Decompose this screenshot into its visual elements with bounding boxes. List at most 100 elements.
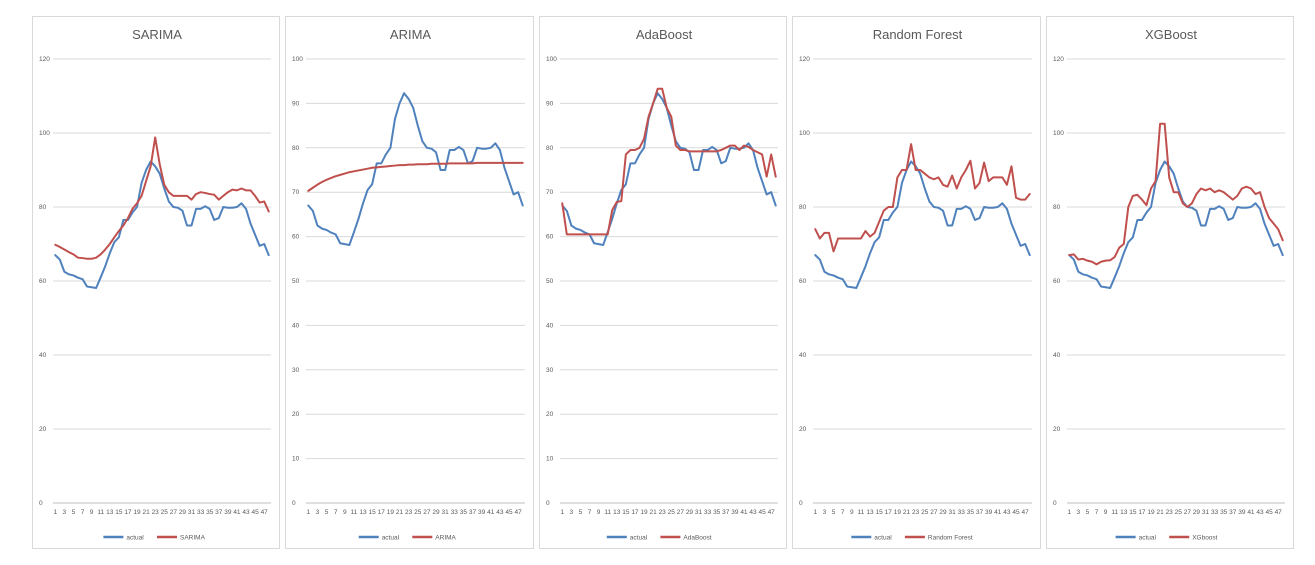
x-tick-label: 41 [1247, 509, 1255, 516]
x-tick-label: 19 [133, 509, 141, 516]
x-tick-label: 27 [423, 509, 431, 516]
series-line-actual [814, 160, 1031, 290]
series-line-actual [1068, 160, 1284, 290]
chart-panel-xgboost: XGBoost 0 20 40 60 80 100 120 1 3 5 7 9 11 13 15 17 19 21 2… [1046, 16, 1294, 549]
legend-label: actual [1139, 535, 1157, 542]
x-tick-label: 29 [432, 509, 440, 516]
y-tick-label: 40 [1053, 352, 1061, 359]
x-tick-label: 1 [306, 509, 310, 516]
x-tick-label: 29 [1193, 509, 1201, 516]
legend: actual Random Forest [851, 535, 973, 542]
y-tick-label: 70 [292, 189, 300, 196]
x-tick-label: 23 [659, 509, 667, 516]
x-tick-label: 11 [351, 509, 358, 516]
y-tick-label: 20 [799, 426, 807, 433]
y-tick-label: 10 [546, 456, 554, 463]
series-line-actual [54, 160, 270, 290]
x-tick-label: 13 [866, 509, 874, 516]
x-tick-label: 21 [1156, 509, 1164, 516]
x-tick-label: 3 [1077, 509, 1081, 516]
x-tick-label: 27 [677, 509, 685, 516]
y-tick-label: 0 [39, 500, 43, 507]
x-tick-label: 23 [912, 509, 920, 516]
x-tick-label: 17 [378, 509, 386, 516]
x-tick-label: 25 [668, 509, 676, 516]
y-tick-label: 80 [1053, 204, 1061, 211]
x-tick-label: 19 [1147, 509, 1155, 516]
x-tick-label: 39 [731, 509, 739, 516]
x-tick-label: 19 [640, 509, 648, 516]
legend-label: AdaBoost [683, 535, 711, 542]
x-tick-label: 5 [579, 509, 583, 516]
chart-panel-adaboost: AdaBoost 0 10 20 30 40 50 60 70 80 90 100 1 3 5 7 9 11 13 1… [539, 16, 787, 549]
y-tick-label: 100 [39, 130, 50, 137]
x-tick-label: 21 [649, 509, 657, 516]
y-tick-label: 0 [799, 500, 803, 507]
series-line-sarima [54, 136, 270, 260]
x-tick-label: 21 [396, 509, 404, 516]
y-tick-label: 20 [292, 411, 300, 418]
y-tick-label: 100 [546, 56, 557, 63]
x-tick-label: 1 [560, 509, 564, 516]
x-tick-label: 3 [63, 509, 67, 516]
x-tick-label: 45 [1012, 509, 1020, 516]
x-tick-label: 27 [1184, 509, 1192, 516]
y-tick-label: 50 [292, 278, 300, 285]
x-tick-label: 13 [359, 509, 367, 516]
x-tick-label: 37 [722, 509, 730, 516]
x-tick-label: 33 [1211, 509, 1219, 516]
x-tick-label: 41 [233, 509, 241, 516]
x-tick-label: 29 [686, 509, 694, 516]
x-tick-label: 39 [224, 509, 232, 516]
x-tick-label: 1 [1067, 509, 1071, 516]
chart-panel-arima: ARIMA 0 10 20 30 40 50 60 70 80 90 100 1 3 5 7 9 11 13 15 17… [285, 16, 534, 549]
x-tick-label: 11 [604, 509, 611, 516]
x-tick-label: 29 [179, 509, 187, 516]
x-tick-label: 9 [850, 509, 854, 516]
x-tick-label: 7 [841, 509, 845, 516]
x-tick-label: 41 [487, 509, 495, 516]
x-tick-label: 9 [343, 509, 347, 516]
x-tick-label: 17 [631, 509, 639, 516]
y-tick-label: 20 [546, 411, 554, 418]
y-tick-label: 40 [292, 322, 300, 329]
x-tick-label: 27 [930, 509, 938, 516]
y-tick-label: 60 [546, 234, 554, 241]
x-tick-label: 47 [1022, 509, 1030, 516]
x-tick-label: 45 [251, 509, 259, 516]
x-tick-label: 31 [188, 509, 196, 516]
y-tick-label: 60 [292, 234, 300, 241]
chart-panel-sarima: SARIMA 0 20 40 60 80 100 120 1 3 5 7 9 11 13 15 17 19 21 23… [32, 16, 280, 549]
x-tick-label: 45 [1265, 509, 1273, 516]
y-tick-label: 80 [292, 145, 300, 152]
x-tick-label: 15 [115, 509, 123, 516]
x-tick-label: 11 [858, 509, 865, 516]
x-tick-label: 47 [768, 509, 776, 516]
y-tick-label: 90 [292, 100, 300, 107]
x-tick-label: 15 [1129, 509, 1137, 516]
x-tick-label: 35 [1220, 509, 1228, 516]
y-tick-label: 90 [546, 100, 554, 107]
x-tick-label: 37 [215, 509, 223, 516]
y-tick-label: 0 [546, 500, 550, 507]
x-tick-label: 45 [758, 509, 766, 516]
x-tick-label: 5 [72, 509, 76, 516]
legend-label: ARIMA [435, 535, 456, 542]
x-tick-label: 17 [124, 509, 132, 516]
x-tick-label: 9 [90, 509, 94, 516]
x-tick-label: 9 [597, 509, 601, 516]
x-tick-label: 25 [921, 509, 929, 516]
x-tick-label: 43 [1003, 509, 1011, 516]
y-tick-label: 100 [1053, 130, 1064, 137]
legend: actual ARIMA [358, 535, 457, 542]
legend: actual AdaBoost [606, 535, 712, 542]
x-tick-label: 33 [197, 509, 205, 516]
x-tick-label: 5 [1086, 509, 1090, 516]
x-tick-label: 31 [949, 509, 957, 516]
chart-title: XGBoost [1145, 27, 1197, 42]
y-tick-label: 70 [546, 189, 554, 196]
series-line-random-forest [814, 143, 1031, 253]
